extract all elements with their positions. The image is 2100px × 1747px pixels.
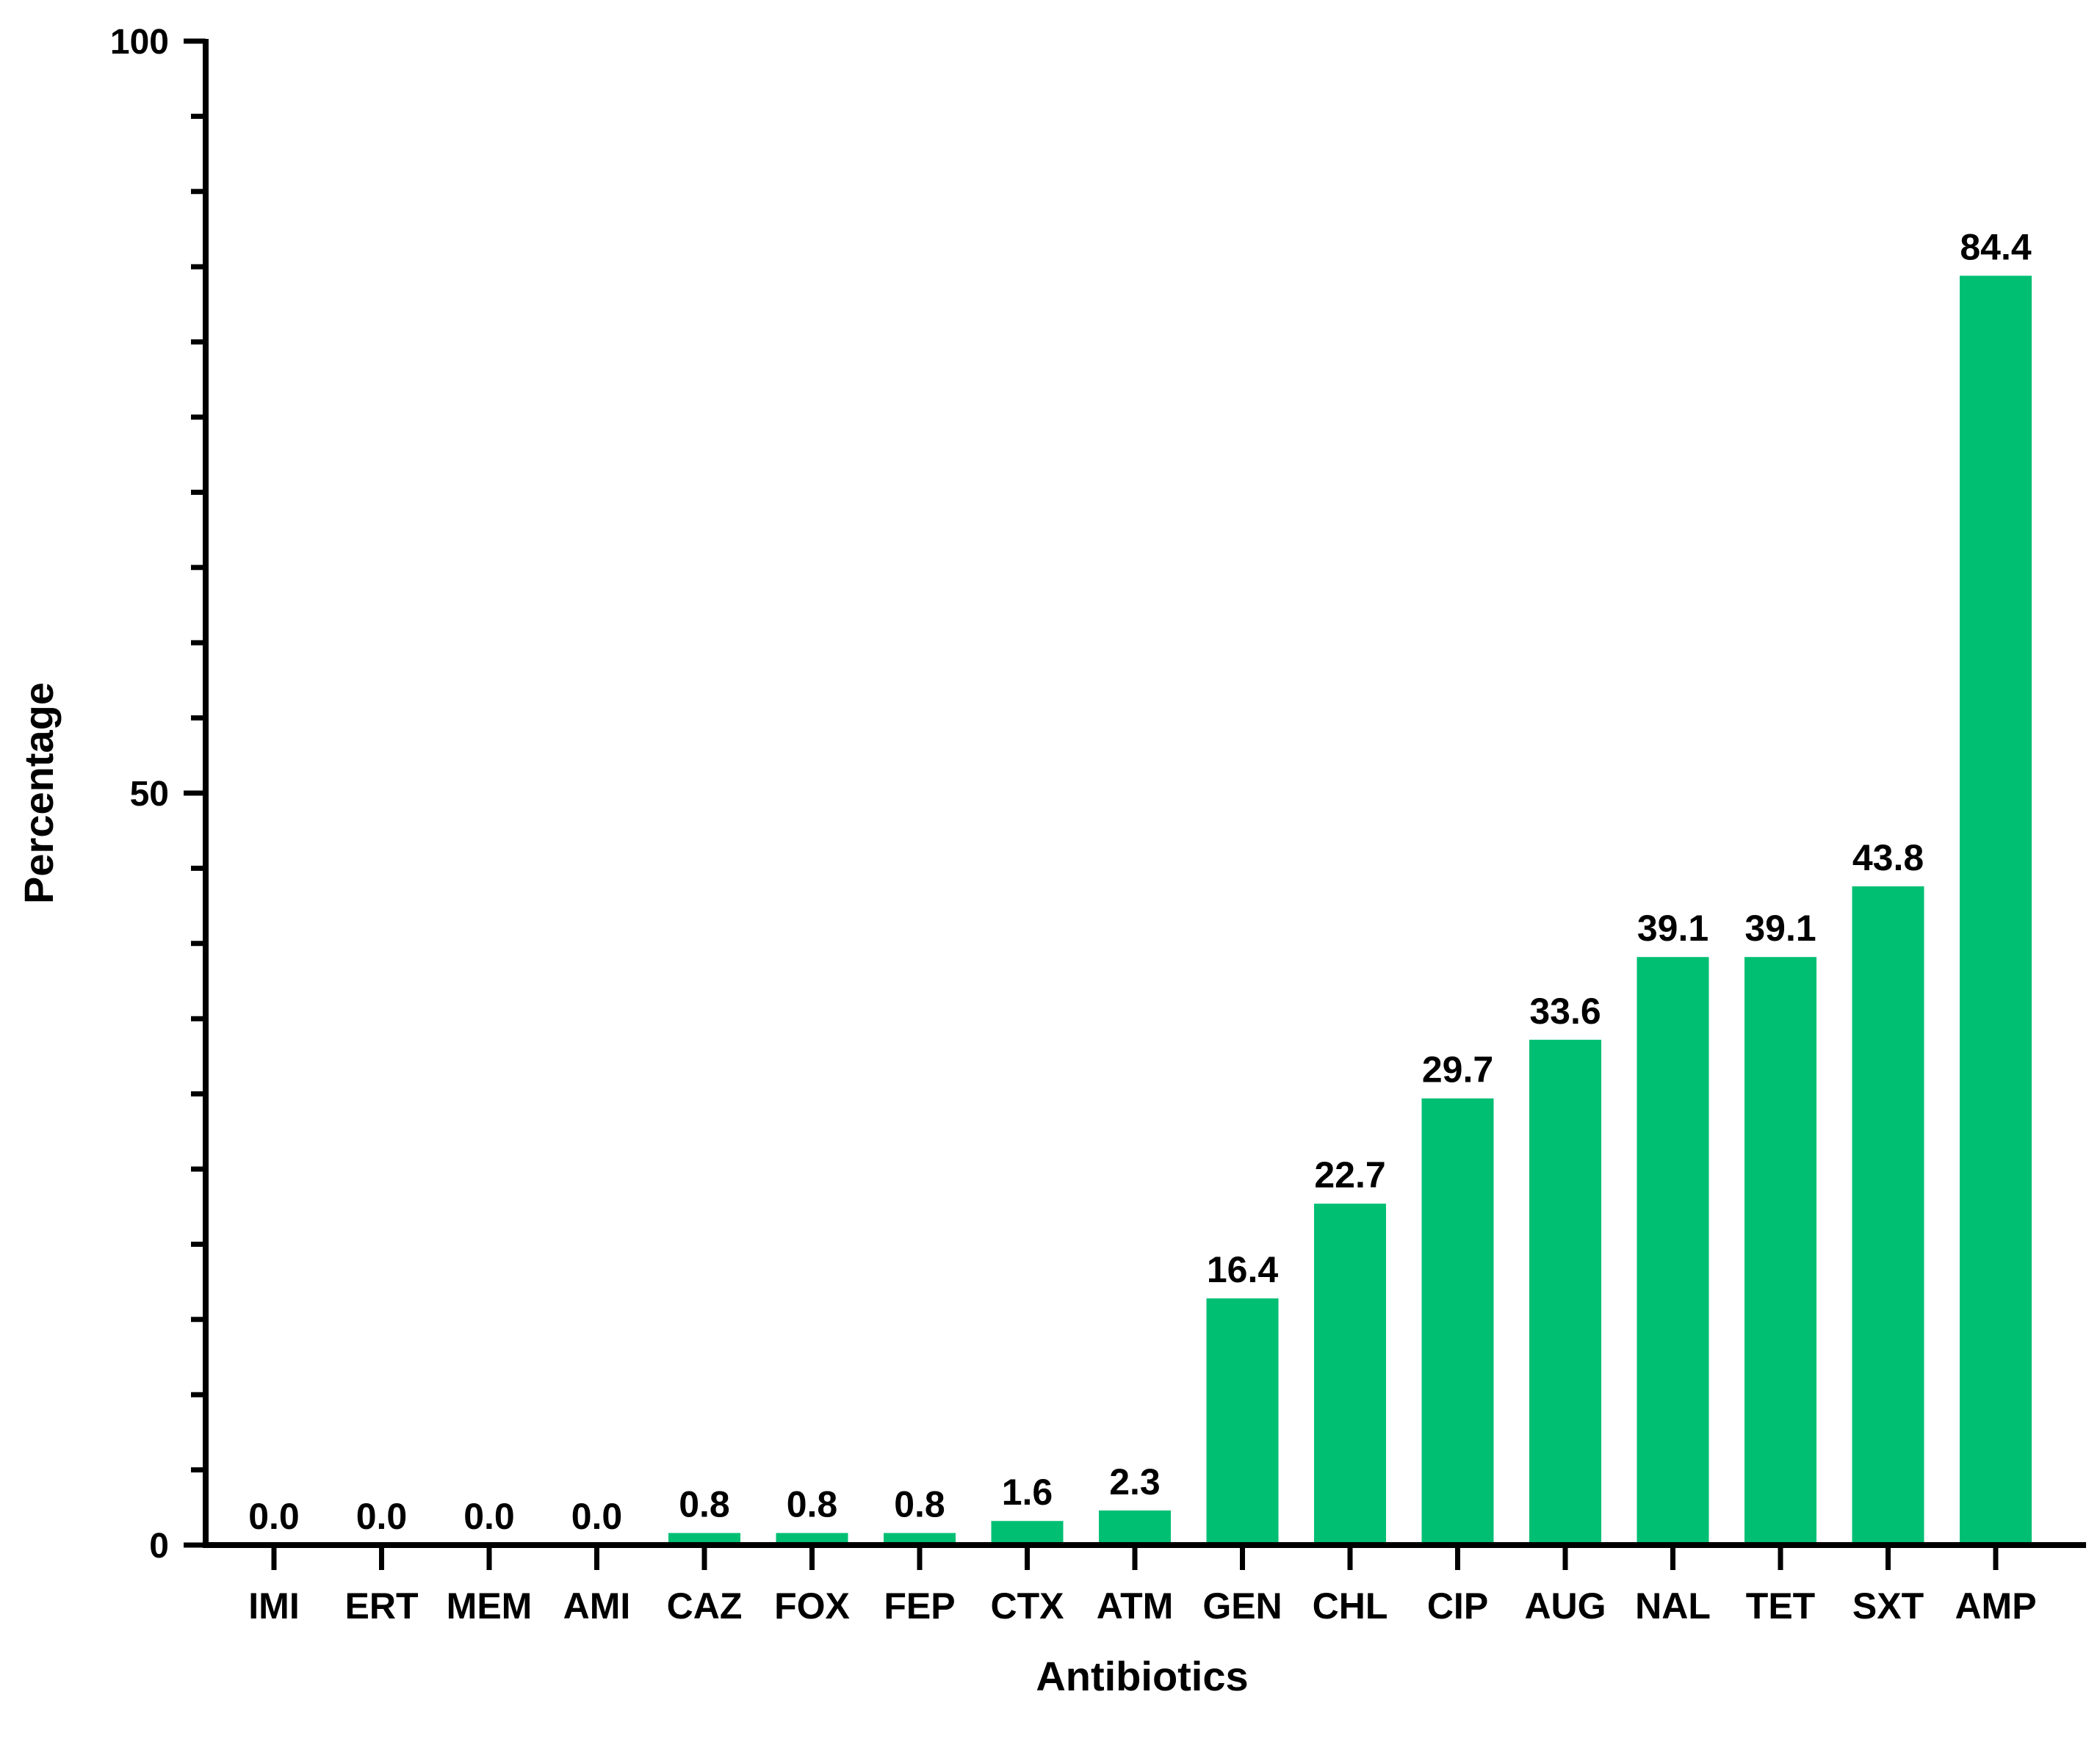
bar-value-label: 39.1 (1637, 908, 1708, 949)
bar-value-label: 0.0 (463, 1496, 515, 1537)
x-tick-label: MEM (447, 1585, 533, 1627)
bar (776, 1533, 848, 1542)
bar (1852, 886, 1924, 1542)
bar (1206, 1298, 1279, 1542)
bar (668, 1533, 740, 1542)
bar-value-label: 22.7 (1314, 1154, 1385, 1196)
bar (1744, 957, 1816, 1542)
x-tick-label: CIP (1427, 1585, 1488, 1627)
bar-value-label: 29.7 (1422, 1049, 1493, 1090)
x-tick-label: FOX (774, 1585, 850, 1627)
bar (1421, 1098, 1494, 1542)
bar-value-label: 1.6 (1002, 1472, 1053, 1513)
y-tick-label: 0 (149, 1527, 169, 1566)
x-axis: IMI ERT MEM AMI CAZ FOX FEP CTX ATM GEN CHL CIP AUG N… (203, 1542, 2086, 1627)
bar-value-label: 0.0 (356, 1496, 408, 1537)
bar-value-label: 0.8 (894, 1484, 945, 1525)
x-tick-label: AMP (1955, 1585, 2036, 1627)
bar (884, 1533, 956, 1542)
x-tick-label: TET (1746, 1585, 1815, 1627)
y-axis-title: Percentage (15, 682, 62, 904)
bar-value-label: 16.4 (1207, 1249, 1279, 1290)
bar (1099, 1510, 1171, 1542)
x-tick-label: AUG (1524, 1585, 1606, 1627)
bar-value-label: 39.1 (1744, 908, 1816, 949)
bar-value-label: 2.3 (1109, 1461, 1161, 1502)
x-tick-label: SXT (1852, 1585, 1924, 1627)
x-tick-label: ATM (1097, 1585, 1174, 1627)
x-tick-label: ERT (345, 1585, 419, 1627)
bars (668, 275, 2032, 1542)
x-axis-title: Antibiotics (1036, 1653, 1248, 1699)
bar (1529, 1039, 1601, 1542)
x-tick-label: NAL (1635, 1585, 1711, 1627)
bar (1960, 275, 2032, 1542)
x-tick-label: GEN (1202, 1585, 1282, 1627)
x-tick-label: FEP (884, 1585, 955, 1627)
bar (1637, 957, 1709, 1542)
bar-value-label: 84.4 (1960, 226, 2032, 267)
y-tick-label: 100 (110, 23, 169, 62)
x-tick-label: CAZ (667, 1585, 743, 1627)
bar-value-label: 0.0 (248, 1496, 300, 1537)
bar-value-label: 0.8 (787, 1484, 838, 1525)
x-tick-label: CTX (991, 1585, 1064, 1627)
bar (991, 1521, 1064, 1542)
bar-value-label: 0.8 (679, 1484, 730, 1525)
x-tick-label: IMI (248, 1585, 299, 1627)
bar (1314, 1204, 1386, 1542)
bar-value-label: 43.8 (1852, 837, 1924, 878)
x-tick-label: AMI (563, 1585, 631, 1627)
x-tick-label: CHL (1313, 1585, 1388, 1627)
data-labels: 0.0 0.0 0.0 0.0 0.8 0.8 0.8 1.6 2.3 16.4 22.7 29.7 3… (248, 226, 2032, 1537)
y-axis: 0 50 100 (110, 23, 209, 1566)
bar-value-label: 33.6 (1529, 991, 1601, 1032)
y-tick-label: 50 (130, 775, 169, 814)
bar-value-label: 0.0 (571, 1496, 623, 1537)
